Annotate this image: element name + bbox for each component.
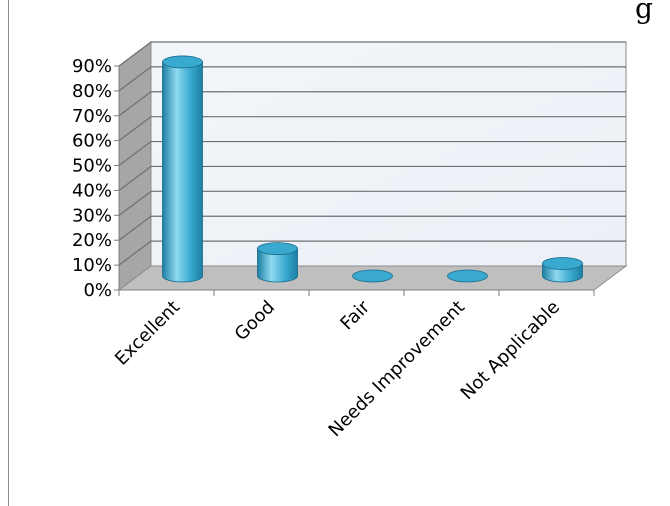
chart-svg: 0% 10% 20% 30% 40% 50% 60% 70% 80% 90% Excellent Go…: [72, 0, 653, 441]
gridline: [118, 240, 626, 266]
gridline: [118, 215, 626, 241]
gridline: [118, 140, 626, 167]
chart-frame: 0% 10% 20% 30% 40% 50% 60% 70% 80% 90% Excellent Go…: [8, 0, 670, 506]
top-text-fragment: g: [635, 0, 653, 25]
x-tick-label: Fair: [336, 296, 374, 334]
y-tick-label: 70%: [72, 106, 112, 127]
gridline: [118, 116, 626, 142]
bar-needs-improvement-top: [447, 269, 488, 283]
gridline: [118, 66, 626, 92]
y-tick-label: 0%: [83, 280, 112, 301]
y-tick-label: 30%: [72, 205, 112, 226]
y-tick-label: 60%: [72, 131, 112, 152]
bar-good-top: [257, 242, 298, 256]
gridline: [118, 91, 626, 117]
x-tick-label: Good: [231, 297, 279, 345]
bar-excellent: [162, 61, 203, 283]
y-tick-label: 50%: [72, 156, 112, 177]
x-tick-label: Not Applicable: [457, 297, 564, 404]
gridline: [118, 165, 626, 191]
bar-fair-top: [352, 269, 393, 283]
y-tick-label: 20%: [72, 230, 112, 251]
bar-excellent-top: [162, 55, 203, 69]
y-tick-label: 90%: [72, 56, 112, 77]
y-tick-label: 10%: [72, 255, 112, 276]
gridline: [118, 41, 626, 67]
back-wall: [150, 41, 627, 267]
bar-not-applicable-top: [542, 257, 583, 270]
y-tick-label: 40%: [72, 180, 112, 201]
gridline: [118, 190, 626, 216]
x-tick-label: Excellent: [111, 297, 184, 370]
y-tick-label: 80%: [72, 81, 112, 102]
bar-good: [257, 248, 298, 283]
